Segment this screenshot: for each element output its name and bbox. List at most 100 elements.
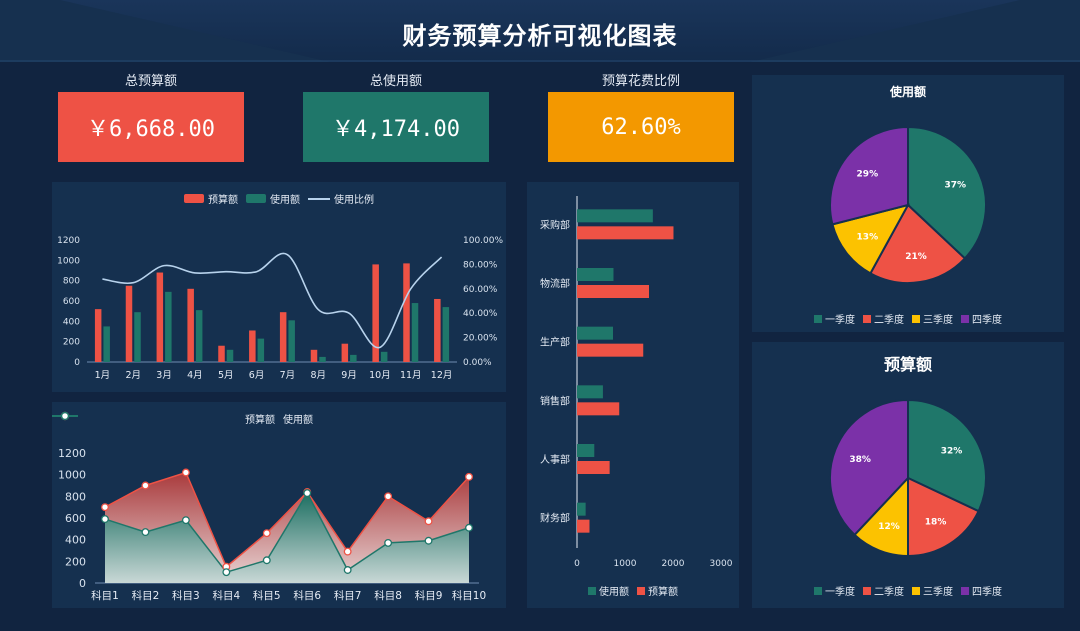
y-tick-label: 1200 (57, 236, 80, 246)
point-usage (222, 568, 231, 577)
pie-slice (831, 203, 910, 275)
x-tick-label: 科目3 (172, 589, 200, 602)
bar-budget (577, 402, 620, 416)
pie-slice (829, 398, 909, 537)
subject-area-chart: 1200 1000 800 600 400 200 0 科目1 科目2 科目3 科目4 科目5 科目6 科… (58, 447, 486, 602)
x-tick-label: 5月 (218, 370, 234, 381)
point-budget (181, 468, 190, 477)
bar-usage (350, 354, 357, 362)
point-usage (141, 528, 150, 537)
bar-budget (125, 285, 133, 362)
department-label: 采购部 (540, 218, 570, 231)
y-tick-label: 200 (65, 555, 86, 568)
line-budget (104, 471, 470, 568)
usage-pie-panel: 使用额 37% 21% 13% 29% 一季度 二季度 三季度 四季度 (752, 75, 1064, 332)
point-budget (465, 472, 473, 481)
bar-budget (341, 343, 349, 362)
legend-area-usage[interactable]: 使用额 (52, 411, 313, 426)
legend-budget[interactable]: 预算额 (184, 191, 238, 206)
x-tick-label: 科目4 (212, 589, 240, 602)
bar-usage (577, 444, 595, 457)
y-tick-label: 200 (63, 338, 80, 348)
bar-usage (577, 209, 653, 223)
usage-pie-title: 使用额 (889, 85, 926, 99)
x-tick-label: 科目1 (91, 589, 119, 602)
bar-budget (403, 263, 410, 362)
pie-slice (907, 398, 987, 513)
x-tick-label: 科目8 (374, 589, 402, 602)
y-tick-label: 400 (65, 534, 86, 547)
bar-budget (577, 519, 590, 533)
y-tick-label: 800 (65, 490, 86, 503)
y-tick-label: 600 (63, 297, 80, 307)
budget-pie-legend: 一季度 二季度 三季度 四季度 (752, 583, 1064, 598)
x-tick-label: 0 (574, 559, 580, 569)
department-label: 财务部 (540, 512, 570, 525)
x-tick-label: 8月 (310, 370, 326, 381)
kpi-total-usage-value: ￥4,174.00 (303, 92, 489, 162)
bar-usage (442, 307, 450, 362)
legend-q2[interactable]: 二季度 (863, 311, 904, 326)
x-tick-label: 12月 (431, 370, 453, 381)
legend-dept-usage[interactable]: 使用额 (588, 583, 629, 598)
header-decoration (0, 0, 1080, 62)
bar-budget (434, 298, 441, 362)
x-tick-label: 3000 (710, 559, 733, 569)
x-tick-label: 科目7 (334, 589, 362, 602)
header-banner: 财务预算分析可视化图表 (0, 0, 1080, 62)
page-title: 财务预算分析可视化图表 (402, 22, 678, 50)
x-tick-label: 科目5 (253, 589, 281, 602)
x-tick-label: 11月 (400, 370, 422, 381)
point-budget (262, 529, 271, 538)
department-label: 生产部 (540, 336, 570, 349)
point-usage (101, 515, 109, 524)
department-label: 物流部 (540, 277, 570, 290)
bar-budget (577, 461, 610, 474)
legend-q1[interactable]: 一季度 (814, 583, 855, 598)
legend-q3[interactable]: 三季度 (912, 311, 953, 326)
budget-pie-title: 预算额 (883, 355, 932, 374)
pie-value-label: 29% (857, 169, 879, 179)
point-usage (181, 516, 190, 525)
x-tick-label: 1月 (95, 370, 111, 381)
pie-value-label: 21% (905, 252, 927, 262)
kpi-spend-ratio-value: 62.60% (548, 92, 734, 162)
budget-pie-panel: 预算额 32% 18% 12% 38% 一季度 二季度 三季度 四季度 (752, 342, 1064, 608)
legend-q4[interactable]: 四季度 (961, 311, 1002, 326)
kpi-total-budget-label: 总预算额 (124, 74, 177, 89)
point-usage (465, 523, 473, 532)
bar-budget (577, 343, 644, 357)
department-panel: 0 1000 2000 3000 采购部 物流部 生产部 销售部 人事部 财务部 使用额 预算额 (527, 182, 739, 608)
x-tick-label: 4月 (187, 370, 203, 381)
pie-value-label: 18% (925, 517, 947, 527)
y-tick-label: 1000 (58, 469, 86, 482)
y2-tick-label: 40.00% (463, 309, 498, 319)
bar-usage (134, 312, 141, 362)
legend-dept-budget[interactable]: 预算额 (637, 583, 678, 598)
pie-slice (869, 203, 967, 284)
kpi-total-usage-label: 总使用额 (369, 74, 422, 89)
legend-usage[interactable]: 使用额 (246, 191, 300, 206)
bar-usage (195, 310, 203, 362)
kpi-spend-ratio-label: 预算花费比例 (601, 74, 680, 89)
legend-q1[interactable]: 一季度 (814, 311, 855, 326)
usage-pie-legend: 一季度 二季度 三季度 四季度 (752, 311, 1064, 326)
budget-pie-chart: 32% 18% 12% 38% (829, 398, 987, 558)
legend-q4[interactable]: 四季度 (961, 583, 1002, 598)
y-tick-label: 400 (63, 317, 80, 327)
y-tick-label: 1200 (58, 447, 86, 460)
bar-usage (226, 349, 234, 362)
monthly-budget-panel: 预算额 使用额 使用比例 1200 1000 800 600 400 200 0 100.00… (52, 182, 506, 392)
legend-q3[interactable]: 三季度 (912, 583, 953, 598)
y-tick-label: 0 (79, 577, 86, 590)
legend-q2[interactable]: 二季度 (863, 583, 904, 598)
x-tick-label: 1000 (614, 559, 637, 569)
pie-value-label: 12% (878, 522, 900, 532)
legend-ratio[interactable]: 使用比例 (308, 191, 374, 206)
bar-usage (577, 326, 613, 340)
pie-slice (907, 476, 980, 558)
x-tick-label: 9月 (341, 370, 357, 381)
point-budget (141, 481, 150, 490)
x-tick-label: 7月 (280, 370, 296, 381)
ratio-line (102, 252, 443, 349)
